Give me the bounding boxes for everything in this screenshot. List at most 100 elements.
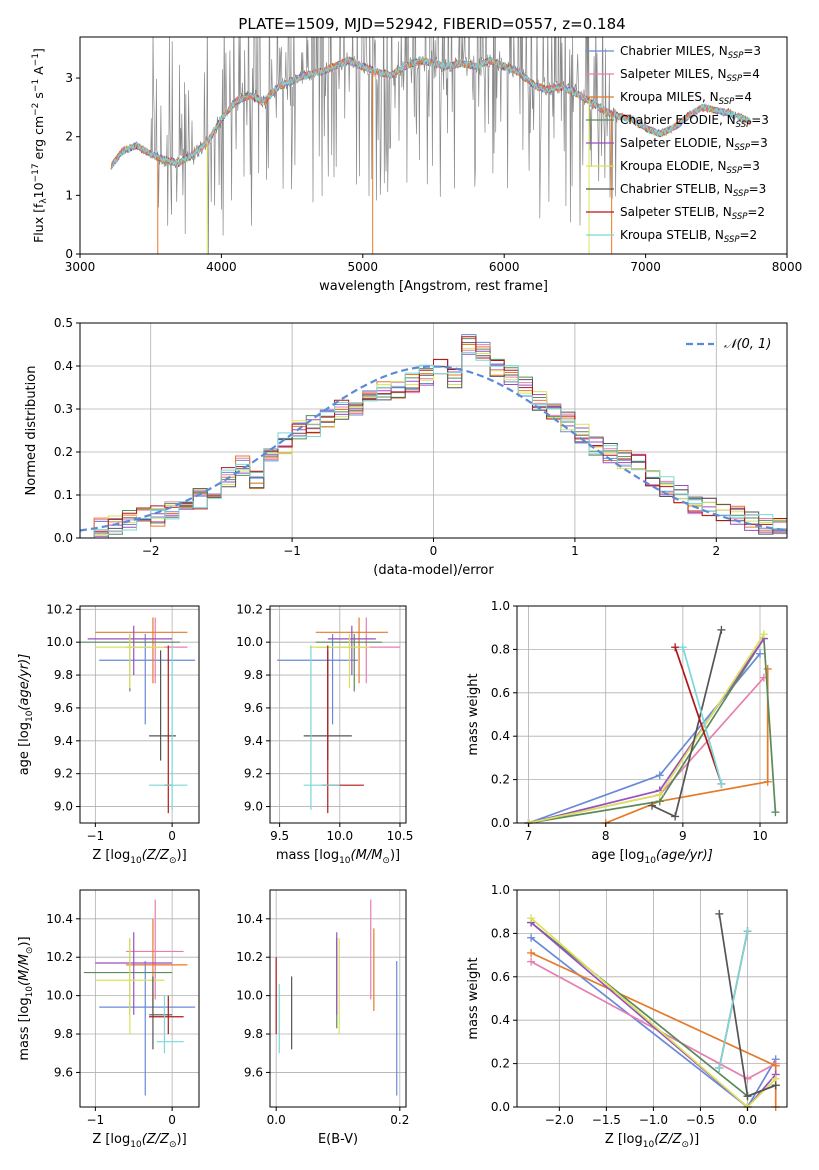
plot-frame [269,889,407,1108]
y-tick-label: 0.0 [54,531,73,545]
plot-frame [516,889,788,1108]
plot-frame [516,605,788,824]
y-tick-label: 9.4 [244,734,263,748]
y-tick-label: 0.6 [491,970,510,984]
x-axis-label: (data-model)/error [373,563,494,578]
x-tick-label: −1 [283,544,301,558]
y-tick-label: 0.8 [491,926,510,940]
y-tick-label: 9.6 [54,701,73,715]
y-tick-label: 9.6 [244,1065,263,1079]
y-tick-label: 9.2 [54,767,73,781]
legend-entry: 𝒩(0, 1) [724,337,771,352]
legend-entry: Chabrier MILES, NSSP=3 [620,44,761,61]
x-tick-label: 6000 [489,260,520,274]
figure-title: PLATE=1509, MJD=52942, FIBERID=0557, z=0… [238,15,625,33]
y-tick-label: 3 [65,71,73,85]
plot-frame [269,605,407,824]
x-axis-label: wavelength [Angstrom, rest frame] [319,279,548,294]
x-axis-label: Z [log10(Z/Z⊙)] [605,1132,699,1150]
y-tick-label: 2 [65,130,73,144]
x-tick-label: 8000 [772,260,803,274]
x-tick-label: 10.5 [387,829,414,843]
y-axis-label: age [log10(age/yr)] [17,654,35,776]
y-tick-label: 1 [65,188,73,202]
x-axis-label: Z [log10(Z/Z⊙)] [92,848,186,866]
y-tick-label: 0.3 [54,402,73,416]
y-axis-label: Flux [fλ10−17 erg cm−2 s−1 A−1] [31,48,49,243]
y-tick-label: 0.4 [491,1013,510,1027]
spectrum-lines [110,37,751,254]
y-tick-label: 10.4 [236,912,263,926]
y-tick-label: 10.0 [236,989,263,1003]
x-tick-label: 3000 [65,260,96,274]
legend-entry: Kroupa ELODIE, NSSP=3 [620,159,760,176]
model-spectrum-kroupa-stelib [110,56,751,170]
weight-line-kroupa-stelib [718,931,749,1069]
legend-entry: Salpeter STELIB, NSSP=2 [620,205,765,222]
mass-vs-ebv-panel: 0.0 0.2 9.6 9.8 10.0 10.2 10.4 E(B-V) [236,889,409,1147]
normal-curve [79,365,788,532]
y-axis-label: mass [log10(M/M⊙)] [17,936,35,1060]
weight-vs-metallicity-panel: −2.0 −1.5 −1.0 −0.5 0.0 0.0 0.2 0.4 0.6 0.8 1.0 Z [… [466,883,788,1150]
y-tick-label: 10.2 [236,950,263,964]
x-tick-label: 10 [752,829,767,843]
plot-frame [79,889,200,1108]
y-tick-label: 0 [65,247,73,261]
x-tick-label: 10.0 [326,829,353,843]
legend-entry: Salpeter MILES, NSSP=4 [620,67,760,84]
y-tick-label: 1.0 [491,883,510,897]
y-tick-label: 9.4 [54,734,73,748]
weight-line-chabrier-elodie [528,635,777,824]
y-tick-label: 9.0 [244,800,263,814]
y-tick-label: 10.2 [46,950,73,964]
x-tick-label: 9 [679,829,687,843]
y-tick-label: 0.0 [491,1100,510,1114]
legend-entry: Chabrier ELODIE, NSSP=3 [620,113,769,130]
legend-entry: Kroupa STELIB, NSSP=2 [620,228,757,245]
x-tick-label: −0.5 [686,1113,715,1127]
x-tick-label: 0.0 [738,1113,757,1127]
x-tick-label: −2.0 [545,1113,574,1127]
y-axis-label: mass weight [466,957,481,1039]
x-axis-label: Z [log10(Z/Z⊙)] [92,1132,186,1150]
y-tick-label: 9.2 [244,767,263,781]
y-tick-label: 0.2 [491,773,510,787]
y-tick-label: 0.4 [54,359,73,373]
x-tick-label: 1 [571,544,579,558]
legend-entry: Chabrier STELIB, NSSP=3 [620,182,766,199]
x-axis-label: E(B-V) [318,1132,358,1147]
y-tick-label: 0.6 [491,686,510,700]
y-tick-label: 9.8 [54,1027,73,1041]
histogram-kroupa-stelib [80,351,788,539]
y-tick-label: 0.0 [491,816,510,830]
mass-vs-metallicity-panel: −1 0 9.6 9.8 10.0 10.2 10.4 Z [log10(Z/Z⊙)] mass… [17,889,200,1150]
spectrum-panel: 3000 4000 5000 6000 7000 8000 0 1 2 3 wavelength [… [31,36,803,294]
y-tick-label: 9.8 [244,668,263,682]
weight-line-kroupa-miles [605,668,769,824]
y-tick-label: 10.0 [46,989,73,1003]
age-vs-metallicity-panel: −1 0 9.0 9.2 9.4 9.6 9.8 10.0 10.2 Z [log10(Z/Z⊙)… [17,602,200,866]
y-tick-label: 0.1 [54,488,73,502]
legend: Chabrier MILES, NSSP=3 Salpeter MILES, NS… [586,44,769,245]
y-tick-label: 9.6 [244,701,263,715]
x-tick-label: −2 [142,544,160,558]
plot-frame [79,36,788,255]
weight-line-salpeter-stelib [674,646,723,785]
y-tick-label: 1.0 [491,599,510,613]
x-tick-label: 8 [602,829,610,843]
weight-line-salpeter-elodie [528,638,765,824]
plot-frame [79,605,200,824]
weight-line-salpeter-miles [528,677,765,824]
y-tick-label: 0.5 [54,316,73,330]
y-tick-label: 10.0 [46,635,73,649]
legend-entry: Salpeter ELODIE, NSSP=3 [620,136,768,153]
y-tick-label: 10.2 [46,602,73,616]
y-tick-label: 9.8 [54,668,73,682]
x-tick-label: 9.5 [270,829,289,843]
y-tick-label: 10.0 [236,635,263,649]
y-tick-label: 0.8 [491,642,510,656]
y-tick-label: 9.6 [54,1065,73,1079]
x-tick-label: −1.5 [592,1113,621,1127]
x-tick-label: 2 [712,544,720,558]
